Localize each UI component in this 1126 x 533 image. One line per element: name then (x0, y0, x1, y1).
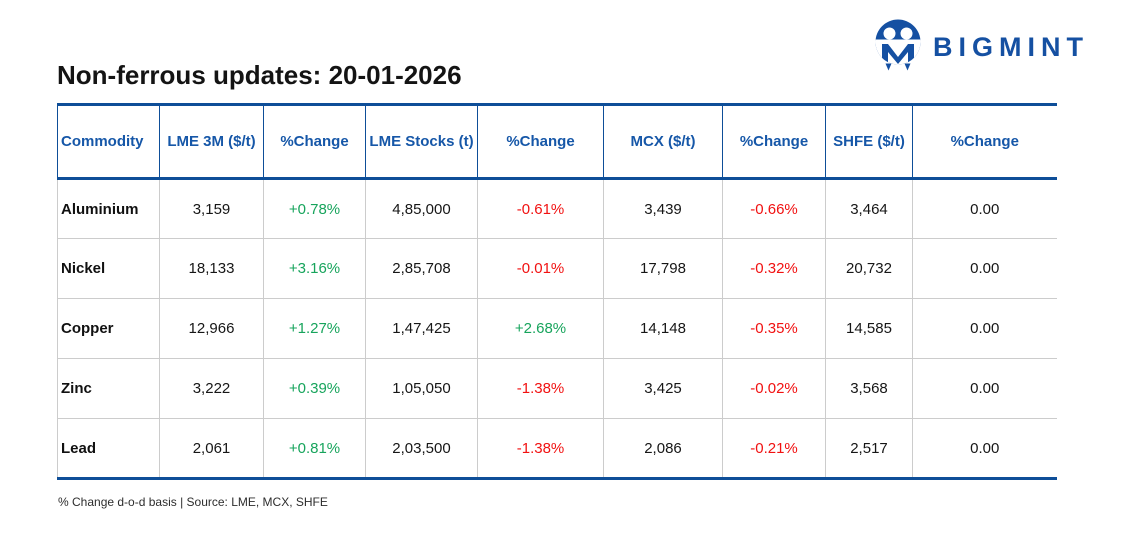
cell-commodity: Nickel (57, 238, 160, 299)
cell-lme-stocks-change: -0.61% (477, 178, 604, 239)
cell-commodity: Copper (57, 298, 160, 359)
table-row-copper: Copper 12,966 +1.27% 1,47,425 +2.68% 14,148 -0… (57, 298, 1057, 359)
cell-commodity: Lead (57, 418, 160, 479)
cell-lme-stocks-change: -0.01% (477, 238, 604, 299)
col-header-lme-3m: LME 3M ($/t) (159, 104, 264, 180)
col-header-mcx-change: %Change (722, 104, 826, 180)
cell-mcx-change: -0.35% (722, 298, 826, 359)
cell-shfe-change: 0.00 (912, 298, 1057, 359)
cell-lme-stocks: 4,85,000 (365, 178, 478, 239)
page-title: Non-ferrous updates: 20-01-2026 (57, 60, 462, 90)
cell-mcx: 2,086 (603, 418, 723, 479)
cell-shfe: 20,732 (825, 238, 913, 299)
col-header-mcx: MCX ($/t) (603, 104, 723, 180)
cell-lme-stocks: 1,05,050 (365, 358, 478, 419)
cell-mcx-change: -0.66% (722, 178, 826, 239)
cell-lme-3m: 12,966 (159, 298, 264, 359)
cell-mcx: 3,439 (603, 178, 723, 239)
cell-commodity: Zinc (57, 358, 160, 419)
cell-commodity: Aluminium (57, 178, 160, 239)
table-row-zinc: Zinc 3,222 +0.39% 1,05,050 -1.38% 3,425 -0.02%… (57, 358, 1057, 419)
cell-lme-3m-change: +0.39% (263, 358, 366, 419)
col-header-shfe: SHFE ($/t) (825, 104, 913, 180)
cell-mcx-change: -0.21% (722, 418, 826, 479)
col-header-lme-3m-change: %Change (263, 104, 366, 180)
col-header-shfe-change: %Change (912, 104, 1057, 180)
cell-lme-3m: 18,133 (159, 238, 264, 299)
cell-shfe: 2,517 (825, 418, 913, 479)
cell-mcx: 3,425 (603, 358, 723, 419)
brand-logo: BIGMINT (874, 19, 1089, 76)
cell-lme-3m: 3,159 (159, 178, 264, 239)
col-header-lme-stocks-change: %Change (477, 104, 604, 180)
cell-mcx-change: -0.32% (722, 238, 826, 299)
table-row-lead: Lead 2,061 +0.81% 2,03,500 -1.38% 2,086 -0.21%… (57, 418, 1057, 479)
brand-name: BIGMINT (933, 32, 1089, 62)
cell-mcx: 14,148 (603, 298, 723, 359)
cell-lme-3m-change: +3.16% (263, 238, 366, 299)
table-row-nickel: Nickel 18,133 +3.16% 2,85,708 -0.01% 17,798 -0… (57, 238, 1057, 299)
cell-lme-3m: 2,061 (159, 418, 264, 479)
bigmint-logo-icon (874, 19, 922, 76)
cell-shfe: 3,568 (825, 358, 913, 419)
table-row-aluminium: Aluminium 3,159 +0.78% 4,85,000 -0.61% 3,439-… (57, 178, 1057, 239)
cell-lme-stocks: 2,85,708 (365, 238, 478, 299)
source-note: % Change d-o-d basis | Source: LME, MCX,… (58, 495, 328, 509)
cell-lme-3m-change: +0.78% (263, 178, 366, 239)
cell-shfe: 3,464 (825, 178, 913, 239)
cell-shfe: 14,585 (825, 298, 913, 359)
cell-lme-stocks-change: +2.68% (477, 298, 604, 359)
header-row: Commodity LME 3M ($/t) %Change LME Stocks (… (57, 104, 1057, 180)
cell-mcx: 17,798 (603, 238, 723, 299)
commodity-table: Commodity LME 3M ($/t) %Change LME Stocks (… (57, 103, 1057, 480)
col-header-lme-stocks: LME Stocks (t) (365, 104, 478, 180)
cell-shfe-change: 0.00 (912, 418, 1057, 479)
cell-lme-3m: 3,222 (159, 358, 264, 419)
cell-lme-stocks: 1,47,425 (365, 298, 478, 359)
cell-lme-3m-change: +1.27% (263, 298, 366, 359)
cell-shfe-change: 0.00 (912, 238, 1057, 299)
cell-shfe-change: 0.00 (912, 178, 1057, 239)
cell-mcx-change: -0.02% (722, 358, 826, 419)
cell-lme-3m-change: +0.81% (263, 418, 366, 479)
table-body: Aluminium 3,159 +0.78% 4,85,000 -0.61% 3,439-… (57, 178, 1057, 479)
cell-lme-stocks-change: -1.38% (477, 358, 604, 419)
cell-lme-stocks: 2,03,500 (365, 418, 478, 479)
cell-shfe-change: 0.00 (912, 358, 1057, 419)
cell-lme-stocks-change: -1.38% (477, 418, 604, 479)
col-header-commodity: Commodity (57, 104, 160, 180)
